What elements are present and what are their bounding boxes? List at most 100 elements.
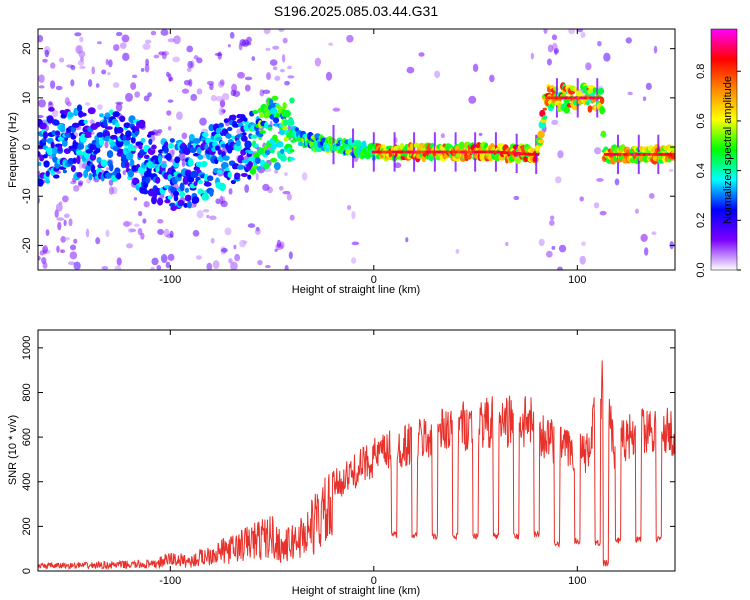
spectrogram-cell [289, 148, 295, 153]
spectrogram-noise-blob [195, 255, 202, 260]
spectrogram-noise-blob [142, 218, 147, 224]
spectrogram-cell [275, 141, 284, 148]
spectrogram-cell [264, 121, 269, 129]
spectrogram-cell [177, 173, 183, 178]
spectrogram-cell [95, 121, 101, 128]
snr-xtick-label: 100 [568, 575, 586, 587]
spectrogram-streak [352, 128, 355, 168]
spectrogram-core [542, 107, 547, 111]
spectrogram-noise-blob [228, 258, 233, 264]
spectrogram-cell [189, 146, 197, 153]
snr-frame [37, 329, 676, 572]
spectrogram-cell [670, 147, 675, 152]
spectrogram-cell [50, 141, 55, 149]
spectrogram-noise-blob [199, 117, 207, 126]
spectrogram-cell [45, 170, 50, 177]
spectrogram-cell [201, 193, 210, 201]
spectrogram-noise-blob [114, 265, 122, 270]
spectrogram-noise-blob [167, 125, 172, 131]
spectrogram-noise-blob [145, 58, 150, 66]
spectrogram-noise-blob [215, 95, 223, 102]
spectrogram-noise-blob [153, 54, 160, 59]
spectrogram-noise-blob [115, 101, 124, 105]
spectrogram-noise-blob [215, 198, 221, 205]
colorbar-label: Normalized spectral amplitude [722, 76, 734, 224]
spectrogram-noise-blob [45, 229, 50, 236]
spectrogram-cell [68, 112, 74, 118]
colorbar-tick-label: 0.6 [695, 113, 707, 128]
spectrogram-noise-blob [167, 99, 174, 103]
spectrogram-noise-blob [104, 141, 109, 149]
spectrogram-noise-blob [97, 41, 102, 45]
spectrogram-frame [37, 28, 676, 271]
spectrogram-noise-blob [52, 109, 59, 118]
spectrogram-cell [197, 179, 203, 185]
spectrogram-noise-blob [237, 71, 245, 79]
spectrogram-noise-blob [129, 221, 133, 226]
spectrogram-noise-blob [262, 183, 270, 192]
spectrogram-noise-blob [89, 119, 95, 125]
spectrogram-noise-blob [625, 37, 632, 44]
spectrogram-noise-blob [596, 178, 604, 182]
spectrogram-noise-blob [105, 229, 110, 238]
spectrogram-noise-blob [314, 57, 322, 67]
spectrogram-noise-blob [282, 190, 291, 195]
spectrogram-cell [230, 179, 236, 185]
spectrogram-noise-blob [648, 192, 655, 199]
spectrogram-noise-blob [105, 58, 109, 66]
spectrogram-noise-blob [144, 63, 150, 73]
spectrogram-cell [106, 150, 114, 159]
spectrogram-noise-blob [272, 66, 278, 71]
spectrogram-cell [458, 141, 465, 150]
spectrogram-noise-blob [108, 179, 114, 186]
spectrogram-noise-blob [265, 47, 271, 51]
spectrogram-noise-blob [228, 188, 233, 195]
spectrogram-noise-blob [212, 260, 220, 270]
spectrogram-cell [184, 187, 190, 193]
spectrogram-noise-blob [287, 65, 292, 70]
colorbar-ticks: 0.0 0.2 0.4 0.6 0.8 [695, 64, 741, 278]
spectrogram-noise-blob [157, 129, 163, 134]
spectrogram-cell [85, 148, 94, 154]
spectrogram-noise-blob [55, 85, 63, 91]
spectrogram-noise-blob [468, 95, 477, 104]
spectrogram-cell [270, 143, 277, 150]
spectrogram-noise-blob [38, 114, 44, 119]
spectrogram-noise-blob [579, 255, 586, 265]
spectrogram-noise-blob [328, 42, 334, 47]
spectrogram-noise-blob [57, 221, 62, 231]
spectrogram-cell [514, 156, 522, 164]
spectrogram-noise-blob [87, 79, 93, 87]
spectrogram-cell [537, 139, 545, 144]
spectrogram-noise-blob [70, 79, 75, 87]
spectrogram-noise-blob [286, 193, 292, 201]
spectrogram-cell [231, 135, 236, 140]
spectrogram-cell [225, 133, 232, 139]
spectrogram-noise-blob [206, 262, 213, 270]
spectrogram-cell [234, 143, 242, 152]
spectrogram-noise-blob [551, 119, 559, 126]
spectrogram-noise-blob [192, 229, 200, 237]
spectrogram-cell [70, 164, 76, 173]
spectrogram-cell [145, 176, 151, 184]
spectrogram-cell [179, 182, 185, 192]
spectrogram-noise-blob [115, 31, 123, 37]
spectrogram-cell [287, 118, 295, 127]
spectrogram-noise-blob [288, 251, 293, 260]
spectrogram-noise-blob [169, 230, 174, 238]
spectrogram-heatmap [38, 29, 675, 270]
spectrogram-noise-blob [599, 210, 607, 216]
spectrogram-cell [280, 148, 285, 154]
spectrogram-noise-blob [244, 184, 250, 193]
spectrogram-noise-blob [134, 91, 141, 98]
spectrogram-cell [109, 163, 114, 172]
spectrogram-noise-blob [221, 92, 230, 101]
spectrogram-noise-blob [44, 49, 50, 58]
spectrogram-noise-blob [546, 58, 552, 66]
spectrogram-noise-blob [38, 171, 41, 175]
spectrogram-noise-blob [95, 237, 101, 245]
spectrogram-cell [42, 131, 48, 140]
spectrogram-noise-blob [230, 261, 238, 270]
snr-ytick-label: 800 [21, 383, 33, 401]
